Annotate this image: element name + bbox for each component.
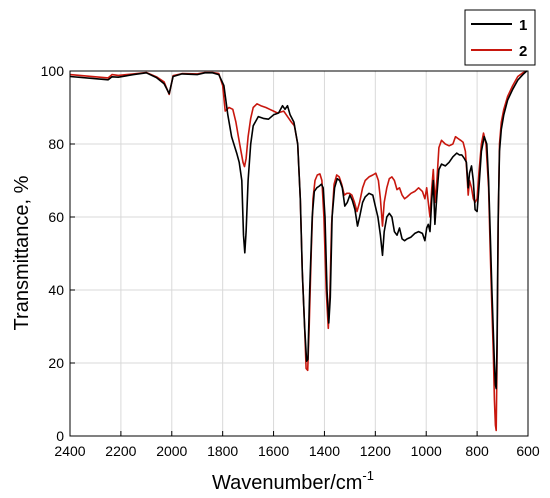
x-tick-label: 1400 <box>309 443 340 459</box>
x-tick-label: 1600 <box>258 443 289 459</box>
legend-box <box>464 9 536 66</box>
x-tick-label: 600 <box>516 443 540 459</box>
legend-label-1: 1 <box>519 17 527 34</box>
legend: 1 2 <box>464 9 536 66</box>
x-tick-label: 2000 <box>156 443 187 459</box>
x-tick-label: 1200 <box>360 443 391 459</box>
x-tick-label: 2200 <box>105 443 136 459</box>
y-tick-label: 40 <box>48 282 64 298</box>
x-tick-label: 800 <box>465 443 489 459</box>
y-tick-label: 100 <box>41 63 65 79</box>
plot-frame <box>69 70 529 437</box>
x-axis-title-superscript: -1 <box>362 468 374 483</box>
plot-area <box>70 71 528 436</box>
y-tick-label: 60 <box>48 209 64 225</box>
x-axis-title: Wavenumber/cm-1 <box>212 468 374 494</box>
legend-label-2: 2 <box>519 43 527 60</box>
x-tick-label: 1000 <box>411 443 442 459</box>
series-line-1 <box>69 70 528 390</box>
y-tick-label: 0 <box>56 428 64 444</box>
ticks: 2400 2200 2000 1800 1600 1400 1200 1000 800 600 0 2… <box>41 63 540 459</box>
y-axis-title: Transmittance, % <box>11 175 33 330</box>
x-tick-label: 2400 <box>54 443 85 459</box>
y-tick-label: 80 <box>48 136 64 152</box>
series-group <box>69 70 528 432</box>
x-axis-title-text: Wavenumber/cm <box>212 472 362 494</box>
x-tick-label: 1800 <box>207 443 238 459</box>
y-tick-label: 20 <box>48 355 64 371</box>
